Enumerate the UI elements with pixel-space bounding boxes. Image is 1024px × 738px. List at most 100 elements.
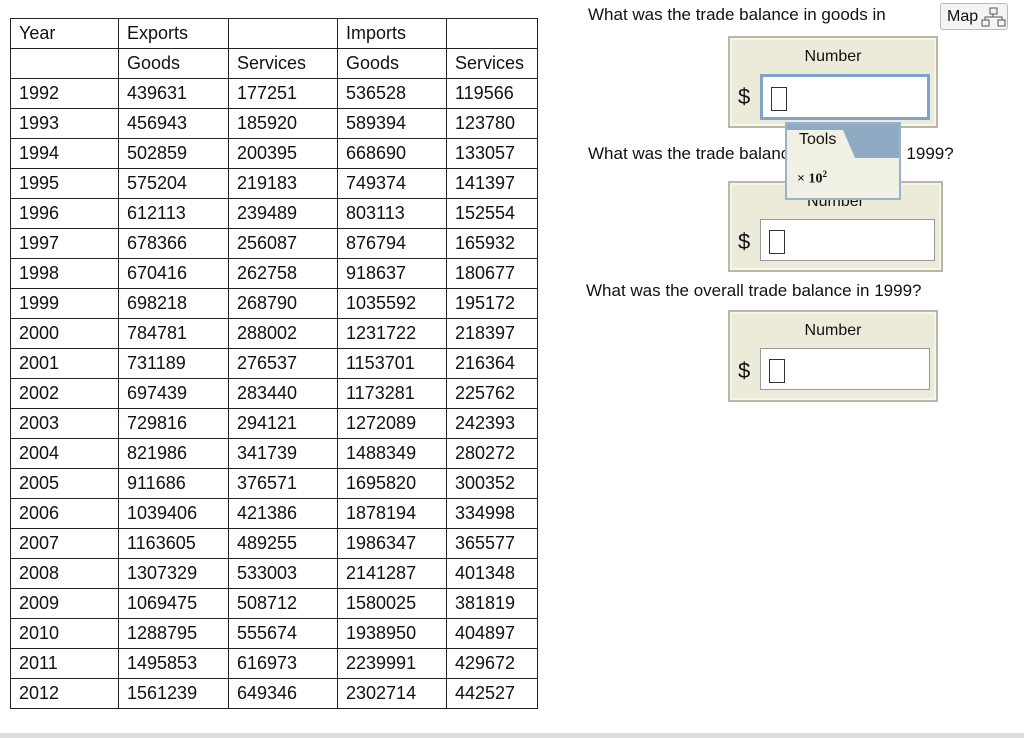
year-cell: 2009 [10,588,119,619]
data-row: 2003 729816 294121 1272089 242393 [10,408,538,439]
value-cell: 876794 [337,228,447,259]
value-cell: 376571 [228,468,338,499]
value-cell: 141397 [446,168,538,199]
value-cell: 1035592 [337,288,447,319]
map-button[interactable]: Map [940,3,1008,30]
year-cell: 2004 [10,438,119,469]
value-cell: 678366 [118,228,229,259]
value-cell: 219183 [228,168,338,199]
value-cell: 280272 [446,438,538,469]
value-cell: 268790 [228,288,338,319]
value-cell: 218397 [446,318,538,349]
data-row: 2010 1288795 555674 1938950 404897 [10,618,538,649]
year-cell: 1999 [10,288,119,319]
value-cell: 2239991 [337,648,447,679]
subheader-row: Goods Services Goods Services [10,48,538,79]
value-cell: 456943 [118,108,229,139]
value-cell: 1986347 [337,528,447,559]
value-cell: 1495853 [118,648,229,679]
data-row: 1995 575204 219183 749374 141397 [10,168,538,199]
value-cell: 225762 [446,378,538,409]
header-cell: Exports [118,18,229,49]
value-cell: 404897 [446,618,538,649]
value-cell: 1695820 [337,468,447,499]
subheader-cell: Services [446,48,538,79]
value-cell: 288002 [228,318,338,349]
value-cell: 294121 [228,408,338,439]
data-row: 1998 670416 262758 918637 180677 [10,258,538,289]
value-cell: 784781 [118,318,229,349]
value-cell: 508712 [228,588,338,619]
value-cell: 536528 [337,78,447,109]
value-cell: 803113 [337,198,447,229]
data-row: 1999 698218 268790 1035592 195172 [10,288,538,319]
data-row: 2002 697439 283440 1173281 225762 [10,378,538,409]
year-cell: 1993 [10,108,119,139]
value-cell: 612113 [118,198,229,229]
value-cell: 1488349 [337,438,447,469]
multiplier-tool[interactable]: × 102 [797,169,827,188]
value-cell: 668690 [337,138,447,169]
value-cell: 1231722 [337,318,447,349]
question-3: What was the overall trade balance in 19… [586,281,922,300]
value-cell: 1039406 [118,498,229,529]
year-cell: 1998 [10,258,119,289]
header-cell: Year [10,18,119,49]
year-cell: 2010 [10,618,119,649]
year-cell: 1996 [10,198,119,229]
value-cell: 1069475 [118,588,229,619]
answer-input[interactable] [760,348,930,390]
year-cell: 2000 [10,318,119,349]
empty-cell [228,18,338,49]
header-row: Year Exports Imports [10,18,538,49]
map-label: Map [947,8,979,25]
tools-popup[interactable]: Tools × 102 [785,122,901,200]
answer-input[interactable] [760,74,930,120]
value-cell: 918637 [337,258,447,289]
year-cell: 2011 [10,648,119,679]
map-icon [981,7,1006,27]
data-row: 1993 456943 185920 589394 123780 [10,108,538,139]
value-cell: 555674 [228,618,338,649]
data-row: 1997 678366 256087 876794 165932 [10,228,538,259]
trade-table: Year Exports Imports Goods Services Goods Serv… [10,18,538,709]
empty-cell [446,18,538,49]
currency: $ [738,229,751,254]
value-cell: 502859 [118,138,229,169]
value-cell: 1272089 [337,408,447,439]
value-cell: 2141287 [337,558,447,589]
value-cell: 242393 [446,408,538,439]
value-cell: 421386 [228,498,338,529]
year-cell: 2003 [10,408,119,439]
value-cell: 1580025 [337,588,447,619]
value-cell: 334998 [446,498,538,529]
question-1: What was the trade balance in goods in [588,5,886,24]
value-cell: 1163605 [118,528,229,559]
tools-tab [787,124,899,158]
value-cell: 165932 [446,228,538,259]
value-cell: 589394 [337,108,447,139]
cursor [769,230,785,254]
data-row: 2001 731189 276537 1153701 216364 [10,348,538,379]
data-row: 2012 1561239 649346 2302714 442527 [10,678,538,709]
value-cell: 821986 [118,438,229,469]
value-cell: 341739 [228,438,338,469]
data-row: 2006 1039406 421386 1878194 334998 [10,498,538,529]
value-cell: 649346 [228,678,338,709]
value-cell: 1561239 [118,678,229,709]
panel-label: Number [804,48,862,65]
value-cell: 1173281 [337,378,447,409]
answer-input[interactable] [760,219,935,261]
data-row: 1994 502859 200395 668690 133057 [10,138,538,169]
year-cell: 1995 [10,168,119,199]
year-cell: 2002 [10,378,119,409]
value-cell: 697439 [118,378,229,409]
value-cell: 381819 [446,588,538,619]
value-cell: 262758 [228,258,338,289]
value-cell: 152554 [446,198,538,229]
year-cell: 2007 [10,528,119,559]
value-cell: 216364 [446,348,538,379]
question-2: What was the trade balance in services i… [588,144,954,163]
value-cell: 283440 [228,378,338,409]
